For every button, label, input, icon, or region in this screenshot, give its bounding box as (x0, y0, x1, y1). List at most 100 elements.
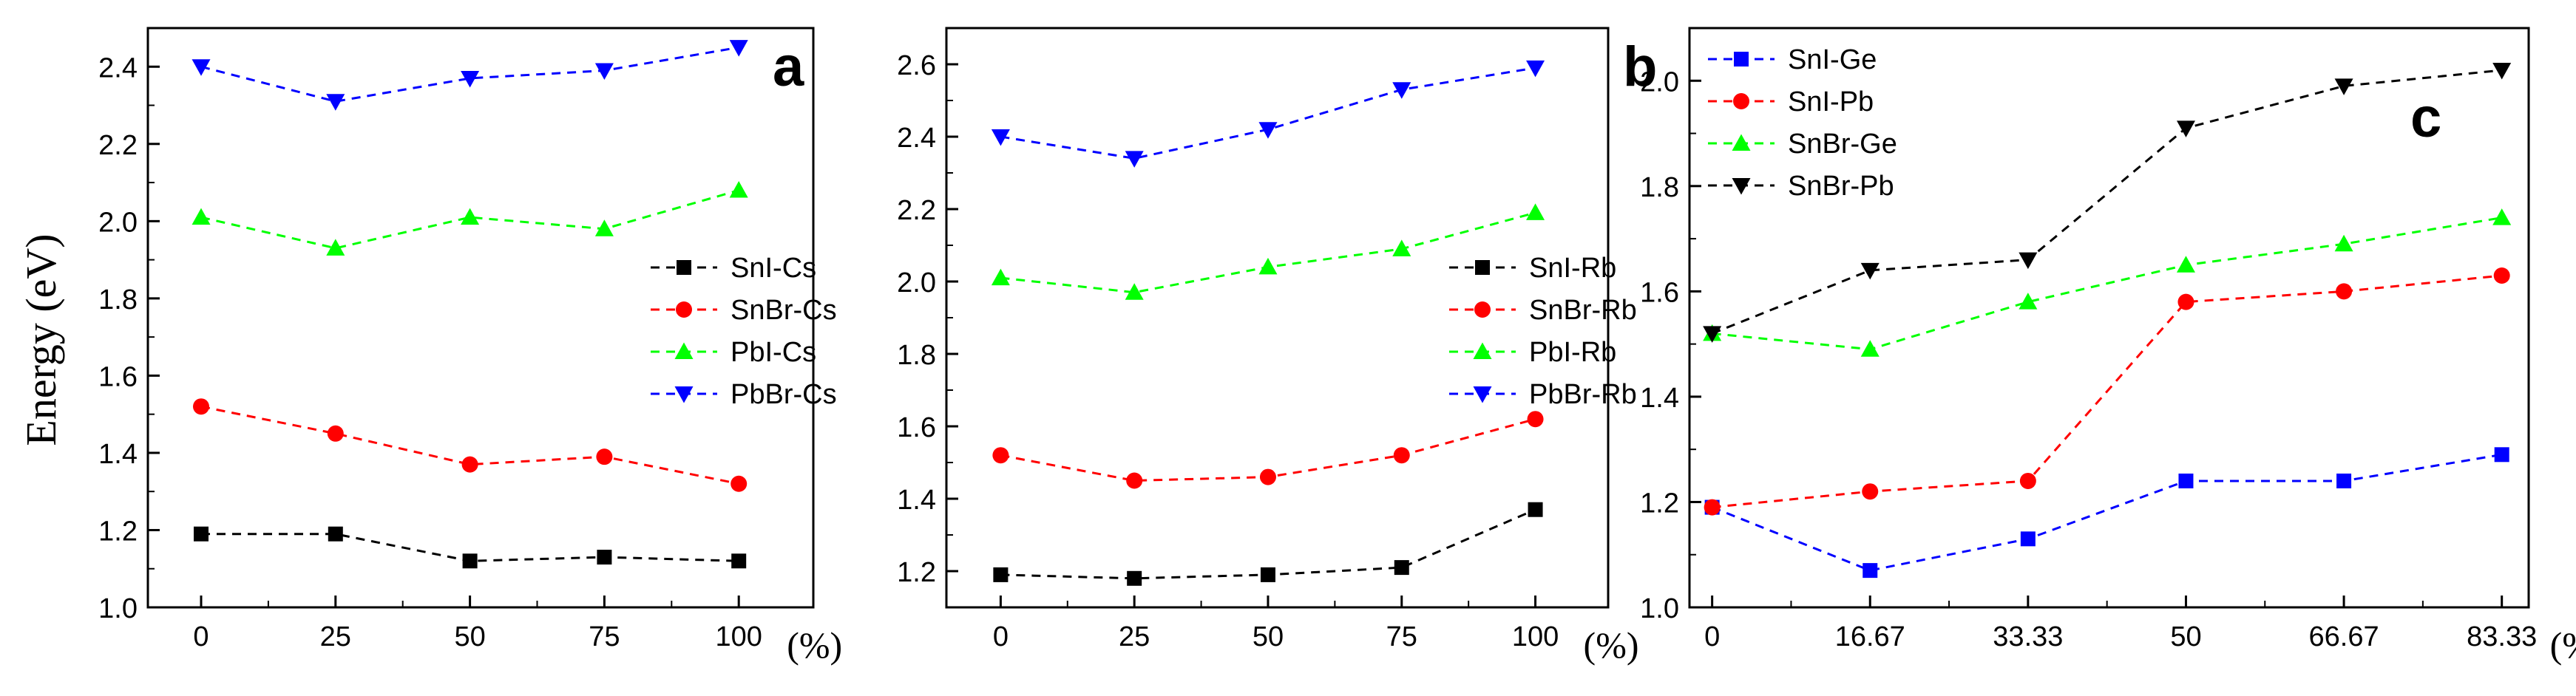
data-point (326, 94, 345, 111)
data-point (993, 567, 1009, 582)
series-line-PbI-Rb (1000, 211, 1536, 294)
legend-marker (1733, 93, 1749, 109)
data-point (194, 526, 209, 542)
series-line-SnI-Ge (1712, 453, 2502, 572)
legend-label: SnBr-Rb (1529, 295, 1637, 326)
data-point (1258, 257, 1278, 275)
x-tick-label: 0 (193, 621, 209, 652)
legend-marker (1473, 342, 1492, 359)
data-point (2336, 283, 2353, 300)
series-line-SnBr-Cs (200, 405, 739, 485)
data-point (461, 456, 478, 473)
legend-label: PbBr-Rb (1529, 379, 1637, 410)
y-tick-label: 2.4 (897, 123, 936, 154)
y-tick-label: 1.4 (98, 439, 138, 470)
data-point (2493, 267, 2510, 284)
data-point (2020, 531, 2036, 547)
legend-label: SnBr-Ge (1788, 129, 1897, 160)
data-point (1526, 60, 1545, 78)
data-point (992, 447, 1009, 464)
y-tick-label: 2.6 (897, 50, 936, 81)
x-tick-label: 100 (1512, 621, 1559, 652)
y-tick-label: 1.6 (1640, 277, 1679, 308)
data-point (1125, 151, 1144, 168)
y-tick-label: 1.6 (897, 412, 936, 443)
legend-marker (1734, 52, 1749, 66)
data-point (462, 553, 478, 569)
data-point (1703, 326, 1722, 343)
data-point (597, 550, 612, 565)
legend-marker (674, 342, 694, 359)
data-point (328, 526, 343, 542)
y-tick-label: 2.2 (98, 130, 138, 161)
data-point (2492, 208, 2512, 225)
y-tick-label: 1.8 (897, 340, 936, 371)
x-axis-label: (%) (787, 624, 842, 666)
data-point (1860, 262, 1880, 280)
data-point (191, 208, 211, 225)
legend-label: SnI-Ge (1788, 44, 1877, 75)
y-tick-label: 2.2 (897, 195, 936, 226)
panel-label: a (773, 35, 804, 98)
data-point (2176, 120, 2195, 137)
data-point (326, 239, 345, 256)
legend-label: SnI-Pb (1788, 86, 1874, 117)
data-point (1392, 239, 1411, 256)
legend-marker (1732, 134, 1751, 151)
data-point (731, 553, 747, 569)
data-point (1394, 560, 1409, 576)
y-tick-label: 2.0 (98, 207, 138, 238)
panel-b: 1.2 1.4 1.6 1.8 2.0 2.2 2.4 2.6 0 25 50 75 100 (%) SnI… (897, 27, 1657, 666)
x-tick-label: 75 (589, 621, 620, 652)
panel-c: 1.0 1.2 1.4 1.6 1.8 2.0 0 16.67 33.33 50 66.67 83.3… (1640, 27, 2576, 666)
data-point (461, 208, 480, 225)
data-point (2334, 78, 2353, 95)
data-point (1528, 502, 1543, 517)
y-tick-label: 1.8 (98, 284, 138, 315)
y-tick-label: 1.4 (1640, 383, 1679, 414)
x-tick-label: 83.33 (2467, 621, 2537, 652)
data-point (1860, 340, 1880, 357)
y-tick-label: 1.6 (98, 361, 138, 392)
data-point (1862, 483, 1879, 500)
x-tick-label: 25 (320, 621, 351, 652)
panel-a: 1.0 1.2 1.4 1.6 1.8 2.0 2.2 2.4 0 25 50 75 100 (%) SnI… (98, 27, 842, 666)
y-tick-label: 1.8 (1640, 172, 1679, 203)
data-point (1260, 567, 1275, 582)
data-point (991, 129, 1010, 146)
data-point (991, 268, 1010, 286)
plot-frame (146, 27, 815, 609)
data-point (1862, 563, 1878, 579)
series-line-SnI-Pb (1712, 274, 2502, 509)
legend-label: PbI-Cs (731, 337, 816, 368)
data-point (2494, 447, 2509, 463)
data-point (1259, 468, 1276, 485)
data-point (1258, 122, 1278, 139)
y-tick-label: 2.0 (897, 267, 936, 298)
data-point (327, 425, 344, 442)
y-tick-label: 1.0 (1640, 593, 1679, 624)
data-point (729, 40, 748, 57)
series-line-SnBr-Ge (1712, 216, 2502, 351)
legend-label: PbI-Rb (1529, 337, 1616, 368)
x-tick-label: 50 (2170, 621, 2201, 652)
data-point (1126, 472, 1143, 489)
series-line-SnBr-Pb (1712, 69, 2502, 335)
legend-marker (1473, 386, 1492, 403)
x-axis-label: (%) (1584, 624, 1639, 666)
x-tick-label: 33.33 (1993, 621, 2063, 652)
panel-label: c (2410, 86, 2441, 149)
y-tick-label: 1.4 (897, 485, 936, 516)
data-point (1125, 283, 1144, 300)
data-point (2019, 293, 2038, 310)
y-tick-label: 1.2 (1640, 488, 1679, 519)
data-point (594, 63, 614, 80)
data-point (2334, 234, 2353, 252)
x-tick-label: 0 (1704, 621, 1720, 652)
x-tick-label: 25 (1119, 621, 1150, 652)
data-point (1704, 499, 1721, 516)
x-tick-label: 0 (993, 621, 1009, 652)
legend-marker (1474, 301, 1491, 318)
data-point (2336, 473, 2352, 488)
